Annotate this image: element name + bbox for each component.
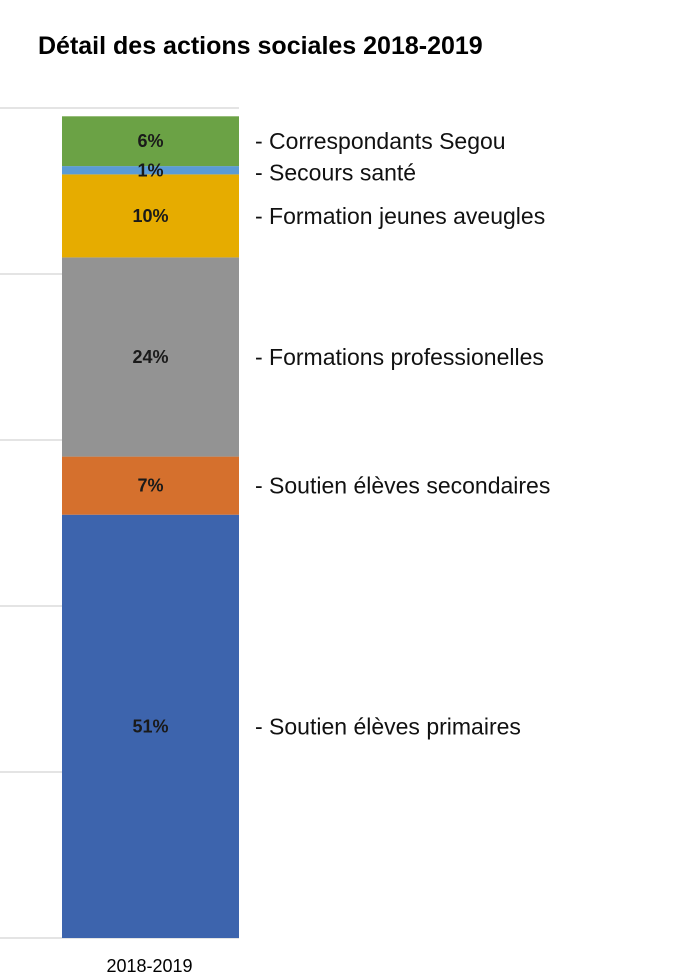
legend-entry: - Correspondants Segou <box>255 128 506 154</box>
data-label: 6% <box>137 131 163 151</box>
data-label: 10% <box>132 206 168 226</box>
legend-entry: - Secours santé <box>255 159 416 185</box>
data-label: 7% <box>137 476 163 496</box>
data-label: 51% <box>132 716 168 736</box>
bar-segment <box>62 174 239 258</box>
bar-segment <box>62 514 239 938</box>
data-label: 1% <box>137 160 163 180</box>
legend: - Soutien élèves primaires - Soutien élèv… <box>255 128 550 739</box>
x-tick-label: 2018-2019 <box>106 956 192 976</box>
bar-segment <box>62 456 239 515</box>
segment-labels: 51% 7% 24% 10% 1% 6% <box>132 131 168 736</box>
legend-entry: - Formation jeunes aveugles <box>255 203 545 229</box>
chart-title: Détail des actions sociales 2018-2019 <box>38 32 483 60</box>
bar-segment <box>62 257 239 457</box>
legend-entry: - Soutien élèves secondaires <box>255 473 550 499</box>
x-axis: 2018-2019 <box>106 956 192 976</box>
data-label: 24% <box>132 347 168 367</box>
bar-segment <box>62 166 239 175</box>
legend-entry: - Formations professionelles <box>255 344 544 370</box>
bar-segment <box>62 116 239 167</box>
bar-stack <box>62 116 239 938</box>
legend-entry: - Soutien élèves primaires <box>255 713 521 739</box>
